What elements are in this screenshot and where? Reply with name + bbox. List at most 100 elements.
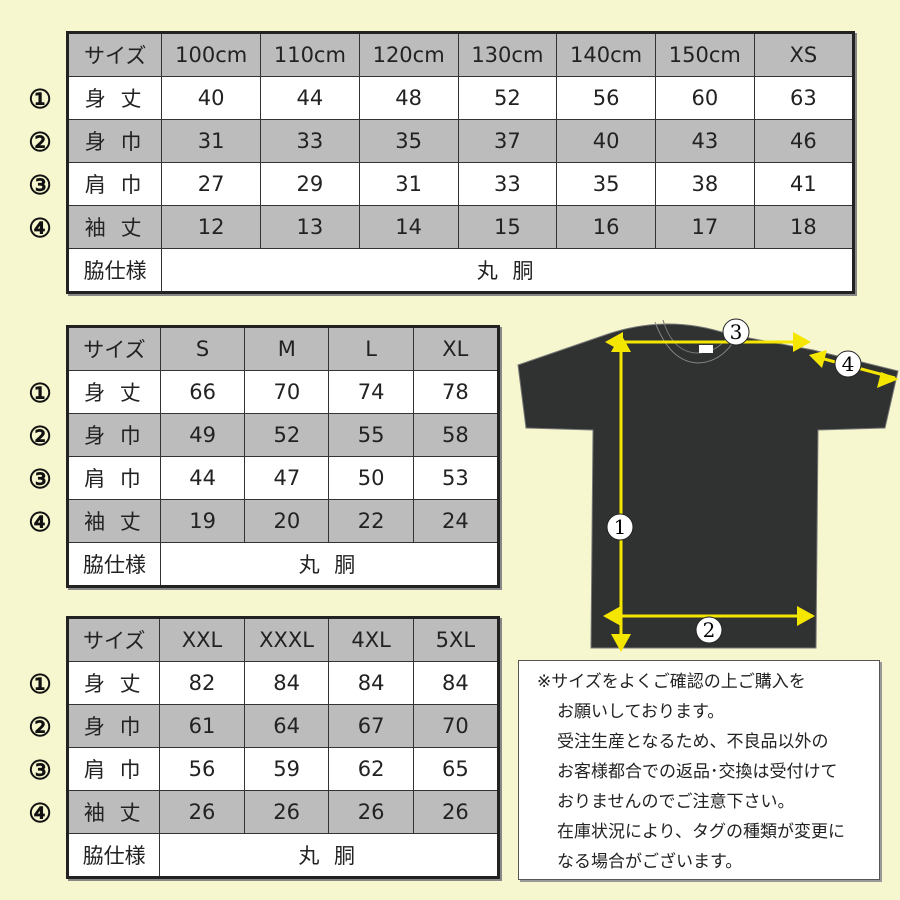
table-cell: 35 — [358, 119, 459, 163]
table-cell: 15 — [457, 205, 558, 249]
circled-number: ① — [28, 85, 52, 115]
table-cell: 49 — [159, 413, 246, 457]
table-cell: 56 — [556, 76, 656, 120]
note-line: お客様都合での返品･交換は受付けて — [557, 762, 838, 782]
side-spec-row: 脇仕様丸 胴 — [66, 248, 854, 293]
row-label: 肩 巾 — [66, 162, 163, 206]
notes-box: ※サイズをよくご確認の上ご購入を お願いしております。 受注生産となるため、不良… — [518, 660, 880, 880]
table-cell: 44 — [260, 76, 360, 120]
table-cell: 60 — [654, 76, 755, 120]
table-cell: 19 — [159, 499, 246, 543]
table-cell: 12 — [161, 205, 262, 249]
table-cell: 26 — [159, 790, 245, 834]
row-marker-2: ② — [25, 128, 55, 158]
table-cell: 44 — [159, 456, 246, 500]
circled-number: ④ — [28, 508, 52, 538]
row-label: 身 巾 — [66, 119, 163, 163]
marker-4: 4 — [834, 350, 862, 378]
row-label: 身 巾 — [66, 704, 161, 748]
size-header-label: サイズ — [66, 32, 163, 77]
table-row: 肩 巾 44 47 50 53 — [67, 456, 500, 500]
table-cell: 53 — [412, 456, 500, 500]
row-label: 袖 丈 — [66, 790, 161, 834]
size-header: XXXL — [243, 617, 330, 662]
marker-1: 1 — [606, 513, 634, 541]
row-label: 身 丈 — [67, 370, 161, 414]
row-marker-2: ② — [25, 422, 55, 452]
table-cell: 20 — [244, 499, 330, 543]
table-cell: 26 — [412, 790, 500, 834]
table-cell: 37 — [457, 119, 558, 163]
side-spec-value: 丸 胴 — [159, 542, 500, 587]
table-cell: 33 — [260, 119, 360, 163]
table-cell: 65 — [412, 747, 500, 791]
circled-number: ② — [28, 128, 52, 158]
row-label: 袖 丈 — [67, 499, 161, 543]
table-cell: 18 — [753, 205, 855, 249]
table-cell: 27 — [161, 162, 262, 206]
table-cell: 63 — [753, 76, 855, 120]
table-cell: 61 — [159, 704, 245, 748]
table-row: 袖 丈 12 13 14 15 16 17 18 — [66, 205, 855, 249]
table-cell: 70 — [244, 370, 330, 414]
note-line: 受注生産となるため、不良品以外の — [557, 732, 829, 752]
size-header-label: サイズ — [66, 617, 161, 662]
table-row: 肩 巾 56 59 62 65 — [66, 747, 500, 791]
table-cell: 58 — [412, 413, 500, 457]
table-cell: 22 — [328, 499, 414, 543]
table-cell: 78 — [412, 370, 500, 414]
table-cell: 31 — [358, 162, 459, 206]
table-cell: 17 — [654, 205, 755, 249]
side-spec-label: 脇仕様 — [66, 833, 161, 878]
table-cell: 16 — [556, 205, 656, 249]
table-cell: 33 — [457, 162, 558, 206]
table-cell: 66 — [159, 370, 246, 414]
side-spec-row: 脇仕様丸 胴 — [67, 542, 500, 587]
row-label: 肩 巾 — [66, 747, 161, 791]
table-cell: 14 — [358, 205, 459, 249]
row-marker-2: ② — [25, 713, 55, 743]
row-marker-1: ① — [25, 379, 55, 409]
table-cell: 62 — [328, 747, 414, 791]
size-header: 100cm — [161, 32, 262, 77]
size-header-label: サイズ — [67, 326, 161, 371]
table-cell: 31 — [161, 119, 262, 163]
side-spec-label: 脇仕様 — [66, 248, 163, 293]
size-header: M — [244, 326, 330, 371]
header-row: サイズ XXL XXXL 4XL 5XL — [66, 617, 500, 662]
row-label: 身 丈 — [66, 76, 163, 120]
size-header: 5XL — [412, 617, 500, 662]
table-cell: 74 — [328, 370, 414, 414]
size-table-1: サイズ 100cm 110cm 120cm 130cm 140cm 150cm XS 身 丈 40… — [66, 31, 855, 294]
table-cell: 47 — [244, 456, 330, 500]
table-cell: 38 — [654, 162, 755, 206]
circled-number: ① — [28, 379, 52, 409]
row-label: 身 丈 — [66, 661, 161, 705]
table-cell: 35 — [556, 162, 656, 206]
circled-number: ② — [28, 422, 52, 452]
header-row: サイズ S M L XL — [67, 326, 500, 371]
circled-number: ④ — [28, 214, 52, 244]
size-header: 140cm — [556, 32, 656, 77]
table-row: 身 丈 66 70 74 78 — [67, 370, 500, 414]
table-row: 袖 丈 19 20 22 24 — [67, 499, 500, 543]
note-line: なる場合がございます。 — [557, 852, 743, 872]
row-marker-1: ① — [25, 670, 55, 700]
circled-number: ① — [28, 670, 52, 700]
side-spec-label: 脇仕様 — [67, 542, 161, 587]
size-header: 4XL — [328, 617, 414, 662]
size-header: S — [159, 326, 246, 371]
table-cell: 13 — [260, 205, 360, 249]
side-spec-value: 丸 胴 — [161, 248, 854, 293]
row-marker-4: ④ — [25, 799, 55, 829]
table-cell: 70 — [412, 704, 500, 748]
size-header: 150cm — [654, 32, 755, 77]
table-cell: 67 — [328, 704, 414, 748]
table-cell: 52 — [244, 413, 330, 457]
side-spec-row: 脇仕様丸 胴 — [66, 833, 499, 878]
table-row: 身 巾 31 33 35 37 40 43 46 — [66, 119, 855, 163]
table-cell: 52 — [457, 76, 558, 120]
tshirt-measurement-diagram: 1 2 3 4 — [517, 318, 899, 652]
note-line: 在庫状況により、タグの種類が変更に — [557, 822, 845, 842]
table-cell: 50 — [328, 456, 414, 500]
